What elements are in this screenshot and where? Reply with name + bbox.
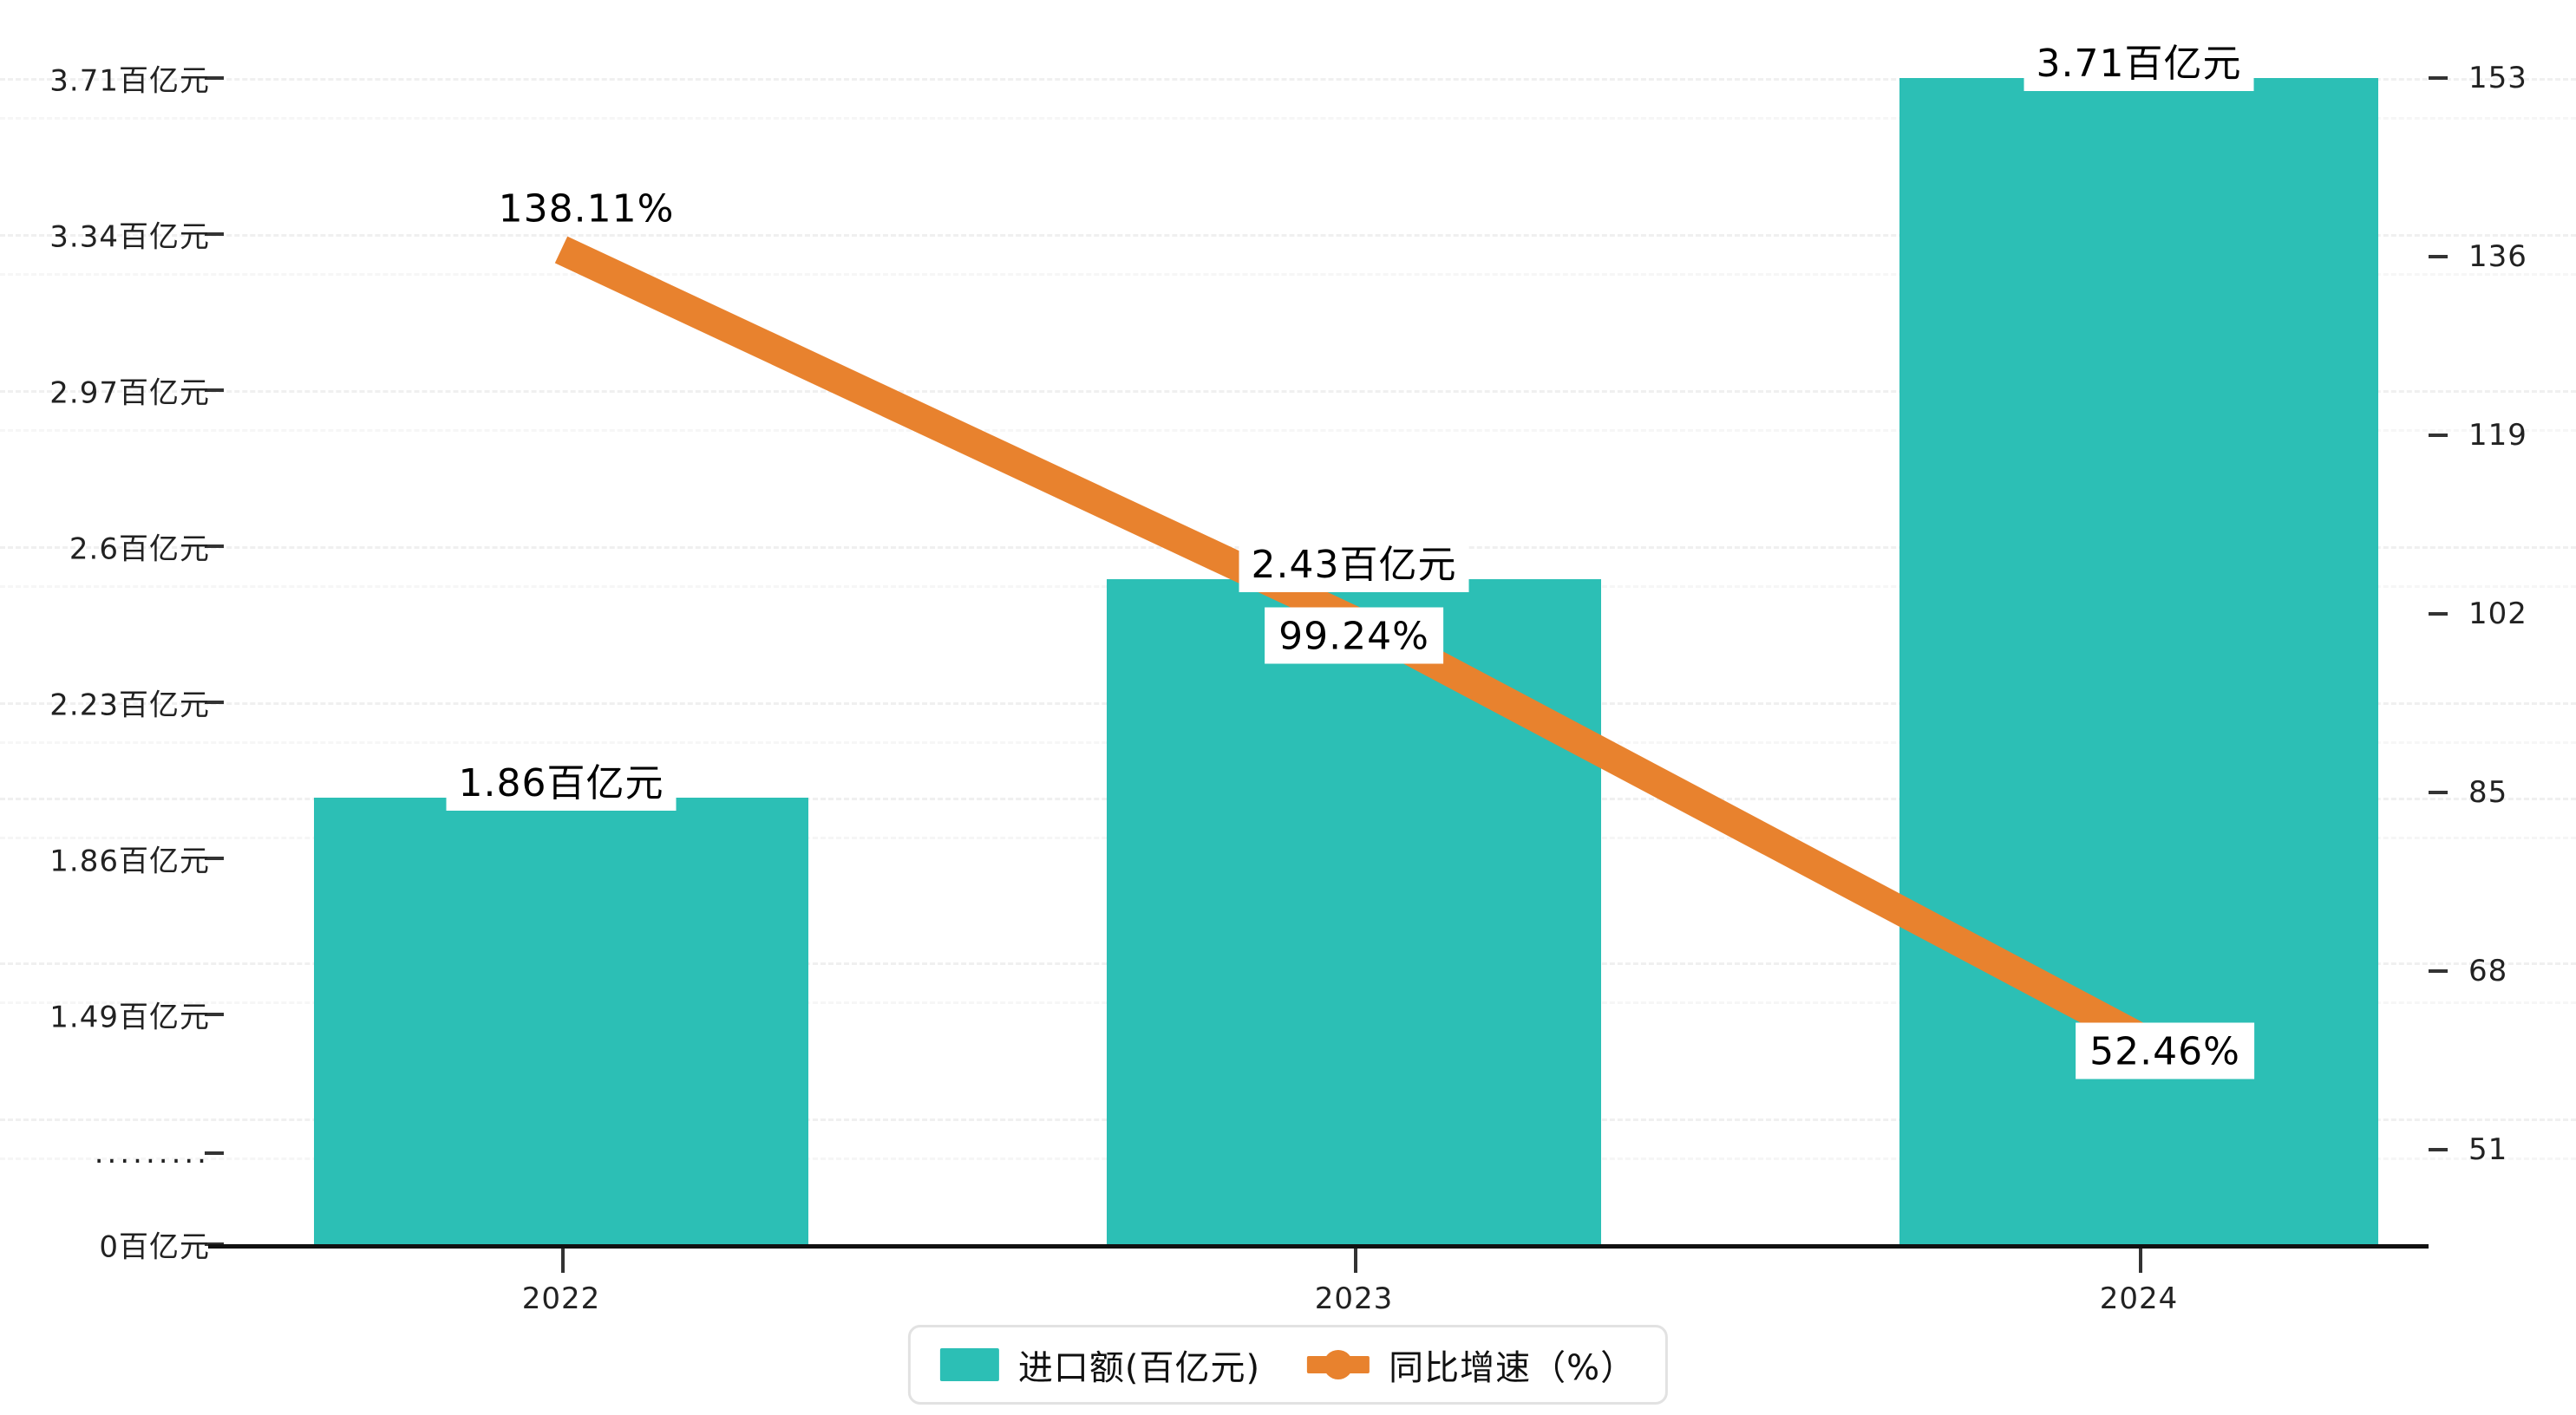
left-axis-label: 3.71百亿元 xyxy=(49,63,210,99)
right-axis-tick xyxy=(2429,1148,2448,1151)
legend-item-growth-rate[interactable]: 同比增速（%） xyxy=(1307,1340,1636,1390)
left-axis-label-ellipsis: ......... xyxy=(94,1136,210,1170)
gridline xyxy=(0,234,2576,237)
x-axis-tick xyxy=(1354,1249,1357,1273)
line-value-label-2024: 52.46% xyxy=(2076,1022,2254,1079)
right-axis-label: 136 xyxy=(2468,239,2527,274)
dot-marker-icon xyxy=(1324,1350,1354,1379)
left-axis-label: 1.49百亿元 xyxy=(49,1000,210,1035)
left-axis-label: 2.97百亿元 xyxy=(49,375,210,411)
line-value-label-2023: 99.24% xyxy=(1265,607,1443,664)
x-axis-category-label: 2022 xyxy=(521,1281,601,1316)
x-axis-tick xyxy=(2139,1249,2142,1273)
left-axis-tick xyxy=(205,388,224,392)
bar-2022[interactable] xyxy=(314,798,808,1244)
x-axis-category-label: 2024 xyxy=(2099,1281,2179,1316)
right-axis-tick xyxy=(2429,612,2448,616)
legend-label-growth-rate: 同比增速（%） xyxy=(1389,1348,1637,1388)
bar-value-label-2023: 2.43百亿元 xyxy=(1239,528,1469,592)
gridline xyxy=(0,78,2576,81)
right-axis-label: 153 xyxy=(2468,61,2527,95)
gridline xyxy=(0,117,2576,120)
left-axis-tick xyxy=(205,1013,224,1016)
legend-item-import-amount[interactable]: 进口额(百亿元) xyxy=(939,1340,1261,1390)
x-axis-category-label: 2023 xyxy=(1314,1281,1394,1316)
right-axis-label: 85 xyxy=(2468,775,2508,810)
line-value-label-2022: 138.11% xyxy=(498,186,675,231)
x-axis-tick xyxy=(561,1249,565,1273)
left-axis-tick xyxy=(205,544,224,548)
bar-swatch-icon xyxy=(939,1348,999,1381)
left-axis-tick xyxy=(205,76,224,80)
right-axis-tick xyxy=(2429,969,2448,973)
right-axis-label: 68 xyxy=(2468,954,2508,988)
right-axis-tick xyxy=(2429,434,2448,437)
bar-value-label-2024: 3.71百亿元 xyxy=(2024,27,2254,91)
left-axis-label: 2.6百亿元 xyxy=(69,531,210,567)
right-axis-label: 102 xyxy=(2468,597,2527,631)
left-axis-label: 2.23百亿元 xyxy=(49,688,210,723)
right-axis-label: 119 xyxy=(2468,418,2527,453)
right-axis-label: 51 xyxy=(2468,1132,2508,1167)
left-axis-tick xyxy=(205,701,224,704)
chart-legend: 进口额(百亿元) 同比增速（%） xyxy=(907,1325,1669,1405)
legend-label-import-amount: 进口额(百亿元) xyxy=(1017,1348,1261,1388)
bar-2023[interactable] xyxy=(1107,579,1601,1244)
left-axis-label: 3.34百亿元 xyxy=(49,219,210,255)
left-axis-tick xyxy=(205,857,224,860)
right-axis-tick xyxy=(2429,255,2448,258)
left-axis-tick xyxy=(205,232,224,236)
left-axis-tick xyxy=(205,1151,224,1155)
bar-value-label-2022: 1.86百亿元 xyxy=(446,747,677,811)
line-marker-icon xyxy=(1307,1348,1370,1381)
left-axis-label: 0百亿元 xyxy=(99,1229,210,1265)
right-axis-tick xyxy=(2429,76,2448,80)
left-axis-label: 1.86百亿元 xyxy=(49,844,210,879)
right-axis-tick xyxy=(2429,791,2448,794)
x-axis-line xyxy=(208,1244,2429,1249)
